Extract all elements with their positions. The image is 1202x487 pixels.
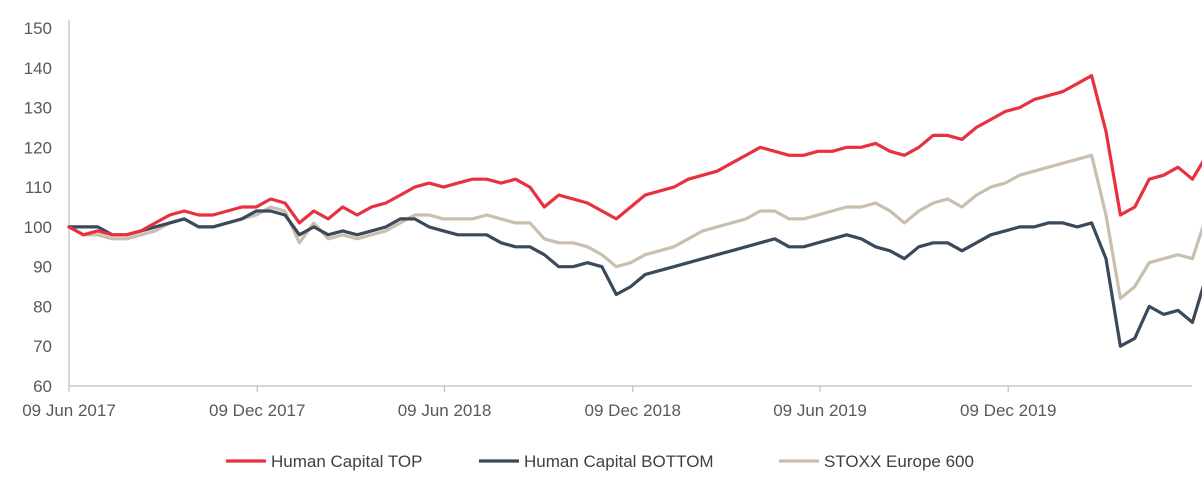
y-tick-label: 80	[33, 297, 52, 316]
legend: Human Capital TOP Human Capital BOTTOM STO…	[226, 452, 974, 471]
y-tick-label: 100	[24, 218, 52, 237]
y-tick-label: 130	[24, 99, 52, 118]
series-line-human-capital-bottom	[67, 209, 1202, 348]
legend-label: Human Capital TOP	[271, 452, 423, 471]
series-line-stoxx-europe-600	[67, 153, 1202, 301]
series-line-human-capital-top	[67, 74, 1202, 237]
x-tick-label: 09 Jun 2017	[22, 401, 116, 420]
x-tick-label: 09 Jun 2019	[773, 401, 867, 420]
x-tick-label: 09 Dec 2018	[585, 401, 681, 420]
legend-label: STOXX Europe 600	[824, 452, 974, 471]
series-lines	[67, 74, 1202, 348]
x-tick-label: 09 Dec 2019	[960, 401, 1056, 420]
y-tick-label: 60	[33, 377, 52, 396]
y-tick-label: 70	[33, 337, 52, 356]
y-tick-label: 120	[24, 138, 52, 157]
x-axis: 09 Jun 2017 09 Dec 2017 09 Jun 2018 09 Dec …	[22, 385, 1192, 420]
y-tick-label: 150	[24, 19, 52, 38]
x-tick-label: 09 Dec 2017	[209, 401, 305, 420]
y-tick-label: 110	[25, 178, 52, 197]
y-axis: 60 70 80 90 100 110 120 130 140 150	[24, 19, 70, 396]
x-tick-label: 09 Jun 2018	[398, 401, 492, 420]
y-tick-label: 90	[33, 258, 52, 277]
y-tick-label: 140	[24, 59, 52, 78]
legend-label: Human Capital BOTTOM	[524, 452, 714, 471]
